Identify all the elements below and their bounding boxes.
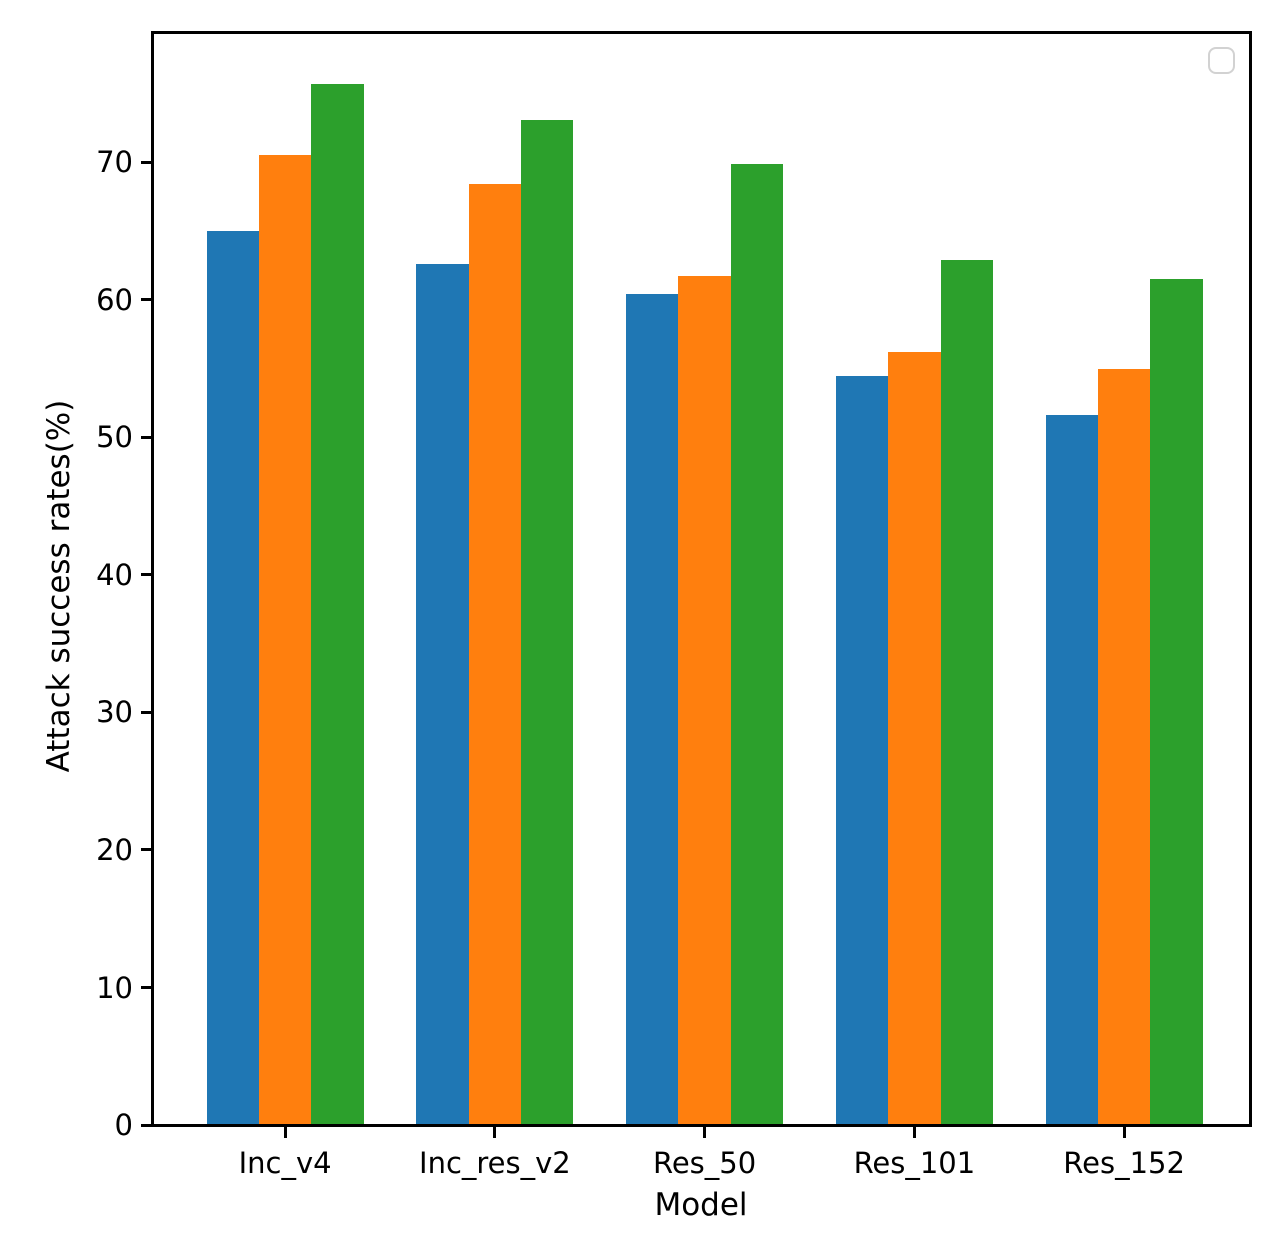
bar-Res_50-series3 bbox=[730, 163, 784, 1125]
y-tick-mark bbox=[141, 986, 153, 989]
y-tick-label: 60 bbox=[96, 282, 133, 317]
y-tick-label: 70 bbox=[96, 145, 133, 180]
x-tick-mark bbox=[283, 1125, 287, 1138]
x-tick-label: Res_101 bbox=[853, 1146, 976, 1180]
y-tick-mark bbox=[141, 848, 153, 852]
bar-Res_152-series3 bbox=[1150, 279, 1203, 1125]
bar-Res_101-series1 bbox=[835, 375, 889, 1125]
y-tick-mark bbox=[141, 160, 153, 164]
bar-Inc_v4-series1 bbox=[206, 231, 259, 1125]
bar-Res_50-series2 bbox=[678, 276, 731, 1125]
y-tick-label: 50 bbox=[96, 420, 133, 455]
y-tick-mark bbox=[141, 710, 153, 714]
bars-layer bbox=[153, 33, 1250, 1125]
y-tick-mark bbox=[141, 1123, 153, 1127]
bar-Res_101-series3 bbox=[940, 259, 993, 1125]
y-tick-mark bbox=[141, 435, 153, 439]
y-tick-mark bbox=[141, 298, 153, 302]
x-tick-mark bbox=[493, 1125, 497, 1138]
bar-Res_152-series1 bbox=[1045, 415, 1098, 1125]
x-tick-mark bbox=[703, 1125, 707, 1138]
x-tick-label: Inc_v4 bbox=[238, 1146, 332, 1180]
bar-Inc_res_v2-series2 bbox=[468, 184, 522, 1125]
x-axis-label: Model bbox=[654, 1187, 748, 1223]
y-tick-label: 40 bbox=[96, 557, 133, 592]
bar-Inc_res_v2-series3 bbox=[521, 119, 574, 1125]
x-tick-label: Inc_res_v2 bbox=[419, 1146, 571, 1180]
bar-Res_50-series1 bbox=[626, 294, 679, 1125]
y-tick-label: 30 bbox=[96, 695, 133, 730]
x-tick-label: Res_152 bbox=[1063, 1146, 1185, 1180]
bar-Inc_res_v2-series1 bbox=[416, 264, 469, 1125]
x-tick-mark bbox=[912, 1125, 916, 1138]
y-tick-label: 0 bbox=[114, 1108, 133, 1142]
x-tick-mark bbox=[1122, 1125, 1126, 1138]
y-tick-label: 20 bbox=[96, 832, 133, 867]
y-tick-mark bbox=[141, 573, 153, 577]
legend-box bbox=[1208, 47, 1235, 74]
x-tick-label: Res_50 bbox=[652, 1146, 757, 1180]
bar-Inc_v4-series2 bbox=[258, 155, 312, 1125]
y-tick-label: 10 bbox=[96, 970, 133, 1005]
bar-Res_152-series2 bbox=[1097, 368, 1151, 1125]
bar-Inc_v4-series3 bbox=[311, 83, 364, 1125]
bar-Res_101-series2 bbox=[888, 352, 941, 1125]
